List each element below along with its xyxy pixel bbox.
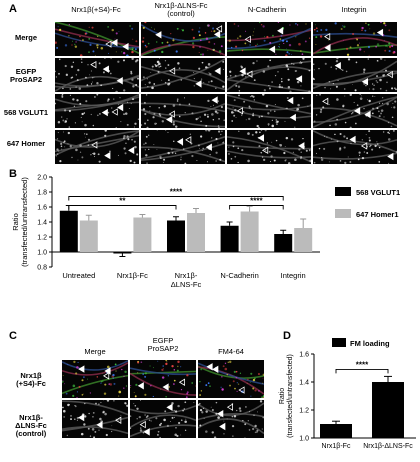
panel-a-micrograph-r1-c3 <box>227 22 311 56</box>
d-sig-bracket <box>335 368 389 374</box>
b-bar-1-3 <box>167 220 185 252</box>
panel-c-micrograph-r2-c1 <box>62 400 128 438</box>
panel-a-micrograph-r2-c1 <box>55 58 139 92</box>
b-bar-1-4 <box>220 225 239 252</box>
b-xtick-label-4: N-Cadherin <box>220 271 258 280</box>
row-head-vglut1: 568 VGLUT1 <box>3 108 49 117</box>
b-ytick-label: 1.6 <box>37 205 47 212</box>
col-head-nrx1b-dlns: Nrx1β-ΔLNS-Fc (control) <box>154 1 208 18</box>
panel-a-micrograph-r4-c2 <box>141 130 225 164</box>
d-ytick-label: 1.0 <box>299 436 309 443</box>
b-bar-2-2 <box>133 217 152 252</box>
panel-d-bar-chart: 1.0 1.2 1.4 1.6 Ratio (transfected/untransfec… <box>279 338 416 450</box>
panel-a-micrograph-r1-c4 <box>313 22 397 56</box>
panel-d-letter: D <box>283 330 291 342</box>
d-legend-swatch <box>332 338 346 347</box>
b-sig-label-1: **** <box>170 188 183 197</box>
d-bar-2 <box>372 382 404 438</box>
d-xtick-label-1: Nrx1β-Fc <box>322 443 351 450</box>
panel-a-micrograph-r1-c2 <box>141 22 225 56</box>
d-ytick-label: 1.6 <box>299 352 309 359</box>
panel-a-micrograph-r4-c1 <box>55 130 139 164</box>
b-y-label: Ratio <box>11 213 20 231</box>
panel-a-micrograph-r3-c1 <box>55 94 139 128</box>
col-head-c-fm464: FM4-64 <box>218 347 244 356</box>
b-xtick-label-2: Nrx1β-Fc <box>117 271 148 280</box>
panel-c-micrograph-r1-c1 <box>62 360 128 398</box>
panel-a-micrograph-r3-c4 <box>313 94 397 128</box>
panel-b-letter: B <box>9 168 17 180</box>
b-bar-2-4 <box>240 211 259 252</box>
b-ytick-label: 2.0 <box>37 175 47 182</box>
panel-a-micrograph-r3-c3 <box>227 94 311 128</box>
row-head-c-dlns: Nrx1β- ΔLNS-Fc (control) <box>15 413 47 438</box>
row-head-homer: 647 Homer <box>6 139 46 148</box>
panel-a-micrograph-r4-c3 <box>227 130 311 164</box>
b-bar-2-1 <box>79 220 98 252</box>
panel-c-micrograph-r2-c3 <box>198 400 264 438</box>
d-y-label: Ratio <box>279 388 286 404</box>
b-legend-swatch-2 <box>335 209 351 218</box>
b-xtick-label-3: ΔLNS-Fc <box>171 280 202 289</box>
panel-c-micrograph-r2-c2 <box>130 400 196 438</box>
b-sig-bracket-1 <box>68 196 284 201</box>
b-legend-label-1: 568 VGLUT1 <box>356 188 400 197</box>
b-sig-bracket-3 <box>229 205 284 210</box>
panel-c-micrograph-r1-c3 <box>198 360 264 398</box>
d-sig-label: **** <box>356 360 369 369</box>
col-head-integrin: Integrin <box>341 5 367 14</box>
b-ytick-label: 1.4 <box>37 220 47 227</box>
col-head-c-egfp-prosap2: EGFP ProSAP2 <box>147 336 179 353</box>
row-head-merge: Merge <box>14 33 38 42</box>
panel-c-letter: C <box>9 330 17 342</box>
b-y-label: (transfected/untransfected) <box>20 177 29 267</box>
panel-a-micrograph-r2-c4 <box>313 58 397 92</box>
d-xtick-label-2: Nrx1β-ΔLNS-Fc <box>363 443 413 450</box>
panel-a-micrograph-r3-c2 <box>141 94 225 128</box>
d-legend-label: FM loading <box>350 339 390 348</box>
d-ytick-label: 1.4 <box>299 380 309 387</box>
row-head-c-nrx1b-s4: Nrx1β (+S4)-Fc <box>16 371 46 388</box>
col-head-n-cadherin: N-Cadherin <box>247 5 287 14</box>
panel-c-micrograph-r1-c2 <box>130 360 196 398</box>
b-bar-1-2 <box>113 252 132 254</box>
panel-a-letter: A <box>9 3 17 15</box>
b-ytick-label: 1.0 <box>37 250 47 257</box>
b-ytick-label: 1.2 <box>37 235 47 242</box>
b-bar-1-5 <box>274 234 293 252</box>
d-ytick-label: 1.2 <box>299 408 309 415</box>
panel-a-micrograph-r4-c4 <box>313 130 397 164</box>
b-legend-label-2: 647 Homer1 <box>356 210 399 219</box>
b-ytick-label: 0.8 <box>37 265 47 272</box>
b-xtick-label-3: Nrx1β- <box>175 271 198 280</box>
b-sig-label-2: ** <box>119 197 126 206</box>
b-ytick-label: 1.8 <box>37 190 47 197</box>
col-head-nrx1b-s4: Nrx1β(+S4)-Fc <box>71 5 121 14</box>
d-bar-1 <box>320 424 352 438</box>
b-sig-label-3: **** <box>250 197 263 206</box>
col-head-c-merge: Merge <box>84 347 106 356</box>
b-bar-2-5 <box>294 228 313 252</box>
row-head-egfp-prosap2: EGFP ProSAP2 <box>9 67 43 84</box>
b-xtick-label-1: Untreated <box>62 271 95 280</box>
d-y-label: (transfected/untransfected) <box>287 354 294 438</box>
b-bar-2-3 <box>187 213 205 252</box>
b-xtick-label-5: Integrin <box>281 271 306 280</box>
panel-a-micrograph-r1-c1 <box>55 22 139 56</box>
panel-a-micrograph-r2-c3 <box>227 58 311 92</box>
b-legend-swatch-1 <box>335 187 351 196</box>
panel-a-micrograph-r2-c2 <box>141 58 225 92</box>
panel-b-bar-chart: 0.8 1.0 1.2 1.4 1.6 1.8 2.0 Ratio (transfected/u… <box>11 175 400 290</box>
b-sig-bracket-2 <box>68 205 177 210</box>
b-bar-1-1 <box>59 210 78 252</box>
